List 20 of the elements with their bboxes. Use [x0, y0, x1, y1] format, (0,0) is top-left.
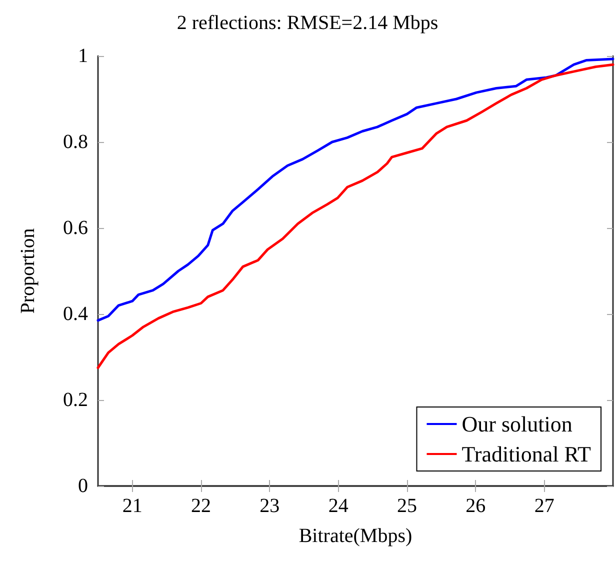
y-axis-title: Proportion: [17, 228, 39, 314]
x-tick-label: 21: [122, 495, 142, 517]
legend-label: Our solution: [462, 412, 572, 436]
x-tick-label: 24: [328, 495, 348, 517]
x-axis-title: Bitrate(Mbps): [298, 525, 412, 547]
x-tick-label: 23: [260, 495, 280, 517]
y-tick-label: 1: [78, 45, 88, 67]
y-tick-label: 0.2: [63, 389, 88, 411]
y-tick-label: 0.6: [63, 217, 88, 239]
legend-label: Traditional RT: [462, 442, 592, 466]
line-series: [96, 63, 614, 369]
x-tick-label: 26: [466, 495, 486, 517]
x-tick-label: 25: [397, 495, 417, 517]
y-tick-label: 0.8: [63, 131, 88, 153]
x-tick-label: 27: [534, 495, 554, 517]
x-tick-label: 22: [191, 495, 211, 517]
y-tick-label: 0: [78, 475, 88, 497]
chart-title: 2 reflections: RMSE=2.14 Mbps: [176, 12, 438, 34]
line-series: [96, 58, 614, 322]
y-tick-label: 0.4: [63, 303, 88, 325]
